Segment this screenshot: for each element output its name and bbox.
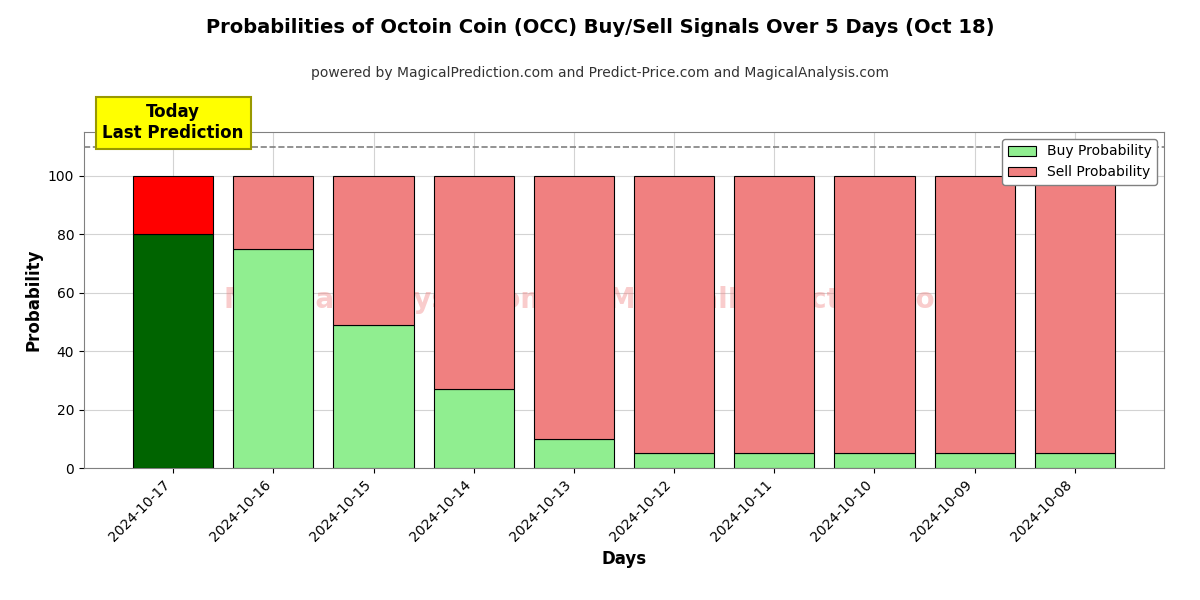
Bar xyxy=(634,176,714,454)
X-axis label: Days: Days xyxy=(601,550,647,568)
Bar xyxy=(1034,454,1115,468)
Bar xyxy=(634,454,714,468)
Bar xyxy=(133,176,214,234)
Bar xyxy=(734,454,815,468)
Bar xyxy=(433,176,514,389)
Text: powered by MagicalPrediction.com and Predict-Price.com and MagicalAnalysis.com: powered by MagicalPrediction.com and Pre… xyxy=(311,66,889,80)
Bar xyxy=(734,176,815,454)
Legend: Buy Probability, Sell Probability: Buy Probability, Sell Probability xyxy=(1002,139,1157,185)
Bar xyxy=(935,454,1015,468)
Text: Probabilities of Octoin Coin (OCC) Buy/Sell Signals Over 5 Days (Oct 18): Probabilities of Octoin Coin (OCC) Buy/S… xyxy=(205,18,995,37)
Bar xyxy=(834,176,914,454)
Bar xyxy=(834,454,914,468)
Bar xyxy=(233,249,313,468)
Bar xyxy=(233,176,313,249)
Text: MagicalPrediction.com: MagicalPrediction.com xyxy=(607,286,965,314)
Bar xyxy=(433,389,514,468)
Bar xyxy=(334,325,414,468)
Bar xyxy=(534,439,614,468)
Y-axis label: Probability: Probability xyxy=(24,249,42,351)
Bar xyxy=(935,176,1015,454)
Text: Today
Last Prediction: Today Last Prediction xyxy=(102,103,244,142)
Bar xyxy=(334,176,414,325)
Text: MagicalAnalysis.com: MagicalAnalysis.com xyxy=(223,286,550,314)
Bar xyxy=(133,234,214,468)
Bar xyxy=(1034,176,1115,454)
Bar xyxy=(534,176,614,439)
